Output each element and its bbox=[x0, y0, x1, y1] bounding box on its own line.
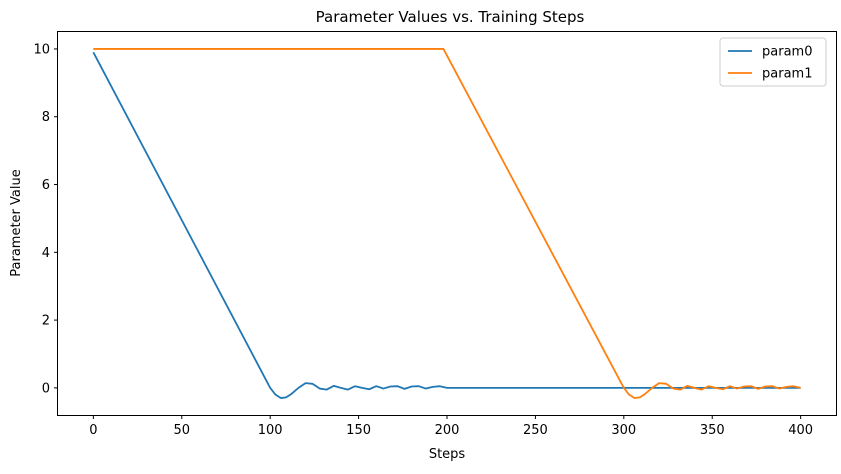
x-tick-label: 150 bbox=[346, 423, 371, 438]
y-tick-label: 0 bbox=[42, 381, 50, 396]
y-tick-label: 10 bbox=[33, 42, 50, 57]
y-tick-label: 8 bbox=[42, 110, 50, 125]
x-tick-label: 350 bbox=[700, 423, 725, 438]
legend: param0 param1 bbox=[719, 37, 827, 87]
x-axis: 0 50 100 150 200 250 300 350 400 bbox=[89, 415, 813, 438]
x-tick-label: 0 bbox=[89, 423, 97, 438]
x-tick-label: 100 bbox=[258, 423, 283, 438]
chart-title: Parameter Values vs. Training Steps bbox=[316, 8, 585, 26]
legend-label-param1: param1 bbox=[762, 67, 812, 82]
x-tick-label: 250 bbox=[523, 423, 548, 438]
x-tick-label: 50 bbox=[173, 423, 190, 438]
x-axis-label: Steps bbox=[429, 447, 466, 462]
x-tick-label: 400 bbox=[788, 423, 813, 438]
series-line-param1 bbox=[93, 48, 801, 399]
x-tick-label: 200 bbox=[435, 423, 460, 438]
plot-area bbox=[92, 48, 801, 399]
y-tick-label: 2 bbox=[42, 314, 50, 329]
x-tick-label: 300 bbox=[611, 423, 636, 438]
y-tick-label: 4 bbox=[42, 246, 50, 261]
legend-box bbox=[719, 37, 827, 87]
series-line-param0 bbox=[92, 51, 801, 399]
legend-label-param0: param0 bbox=[762, 45, 812, 60]
y-axis: 0 2 4 6 8 10 bbox=[33, 42, 58, 396]
y-axis-label: Parameter Value bbox=[9, 169, 24, 276]
y-tick-label: 6 bbox=[42, 178, 50, 193]
